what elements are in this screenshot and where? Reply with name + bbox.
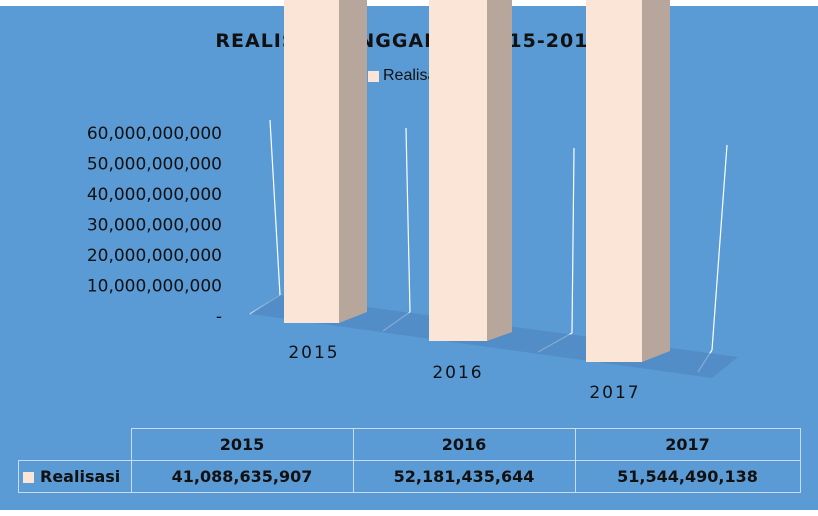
wall-line bbox=[711, 144, 728, 351]
table-cell: 51,544,490,138 bbox=[574, 460, 801, 493]
bar bbox=[429, 0, 512, 342]
x-tick-label: 2017 bbox=[589, 383, 640, 403]
legend-swatch bbox=[368, 70, 379, 82]
bar-front bbox=[284, 0, 339, 324]
y-tick-label: - bbox=[216, 307, 222, 327]
y-axis: - 10,000,000,000 20,000,000,000 30,000,000,… bbox=[87, 124, 222, 327]
y-tick-label: 10,000,000,000 bbox=[87, 277, 222, 297]
wall-line bbox=[269, 119, 281, 296]
bar-side bbox=[339, 0, 367, 323]
y-tick-label: 20,000,000,000 bbox=[87, 246, 222, 266]
bar-front bbox=[429, 0, 487, 342]
bar-side bbox=[642, 0, 670, 362]
bar-front bbox=[586, 0, 642, 363]
y-tick-label: 40,000,000,000 bbox=[87, 185, 222, 205]
y-tick-label: 60,000,000,000 bbox=[87, 124, 222, 144]
wall-line bbox=[571, 147, 575, 334]
row-label-text: Realisasi bbox=[40, 467, 121, 486]
table-cell: 41,088,635,907 bbox=[130, 460, 354, 493]
table-header-cell: 2017 bbox=[574, 428, 801, 461]
bars bbox=[284, 0, 670, 363]
table-row: Realisasi 41,088,635,907 52,181,435,644 … bbox=[18, 460, 801, 493]
table-header-cell: 2016 bbox=[352, 428, 576, 461]
y-tick-label: 50,000,000,000 bbox=[87, 155, 222, 175]
table-row-label: Realisasi bbox=[18, 460, 132, 493]
wall-line bbox=[405, 127, 411, 313]
bar bbox=[284, 0, 367, 324]
table-cell: 52,181,435,644 bbox=[352, 460, 576, 493]
table-header-cell: 2015 bbox=[130, 428, 354, 461]
x-tick-label: 2016 bbox=[432, 363, 483, 383]
data-table: 2015 2016 2017 Realisasi 41,088,635,907 … bbox=[18, 428, 801, 493]
legend-swatch bbox=[23, 472, 34, 483]
table-corner bbox=[18, 428, 131, 461]
x-tick-label: 2015 bbox=[288, 343, 339, 363]
y-tick-label: 30,000,000,000 bbox=[87, 216, 222, 236]
bar-side bbox=[487, 0, 512, 341]
x-axis: 2015 2016 2017 bbox=[288, 343, 640, 403]
bar bbox=[586, 0, 670, 363]
table-header-row: 2015 2016 2017 bbox=[18, 428, 801, 461]
